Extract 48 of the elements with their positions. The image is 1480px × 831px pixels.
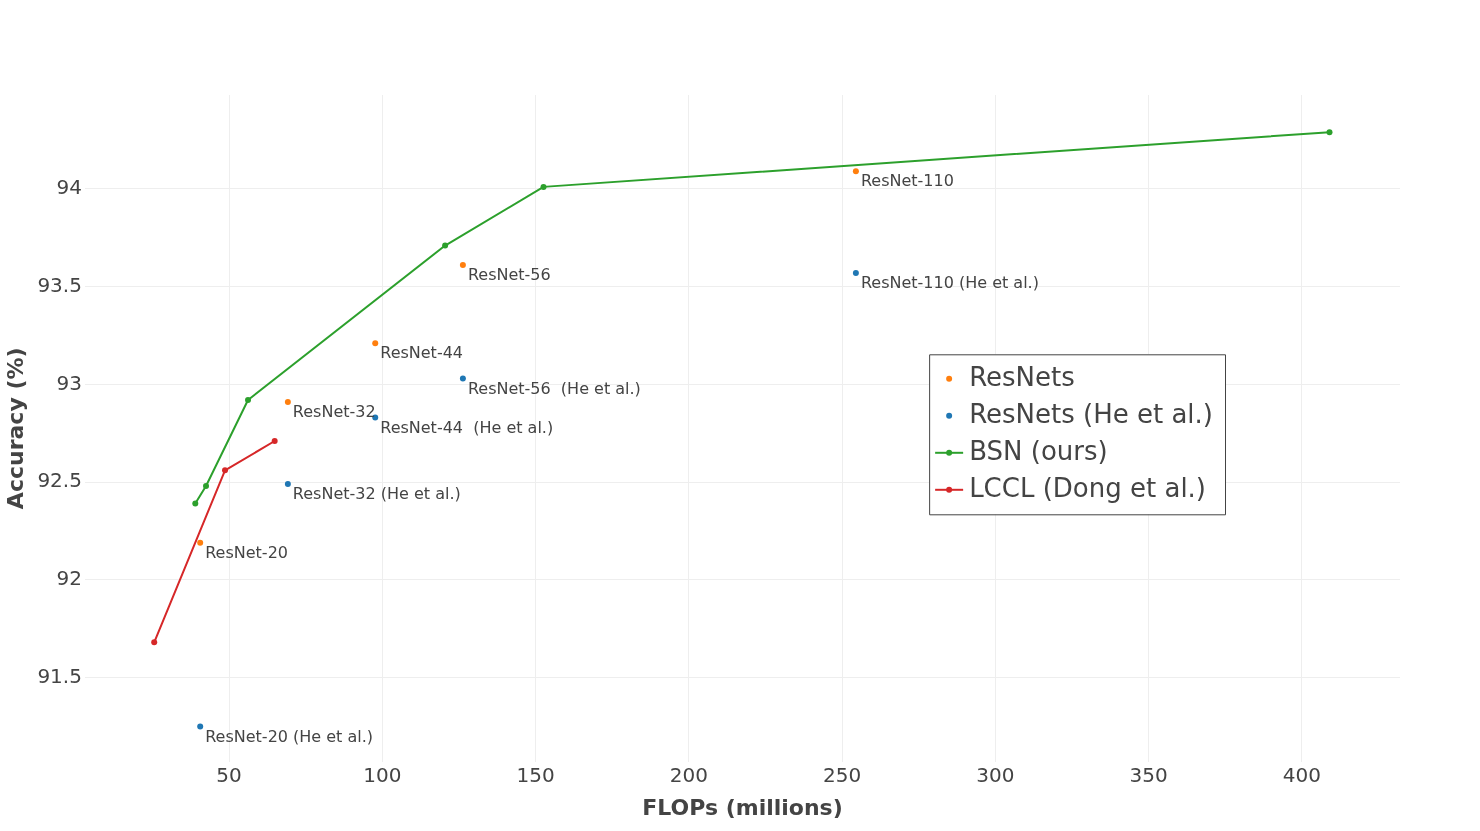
y-tick-label: 92 [56,566,82,590]
annotation: ResNet-56 [467,265,551,285]
annotation: ResNet-20 (He et al.) [205,726,374,746]
x-tick-label: 300 [976,762,1015,787]
x-tick-label: 200 [669,762,708,787]
x-tick-label: 150 [516,762,555,787]
legend-label: BSN (ours) [969,435,1108,466]
y-tick-label: 94 [56,175,82,200]
point [459,262,466,269]
point [192,500,199,507]
point [442,242,449,249]
annotation: ResNet-44 (He et al.) [380,417,554,437]
annotation: ResNet-44 [380,343,464,363]
point [372,340,379,347]
legend-label: ResNets (He et al.) [969,398,1214,429]
legend-label: LCCL (Dong et al.) [969,472,1207,503]
point [197,539,204,546]
x-tick-label: 400 [1282,762,1321,787]
point [540,183,547,190]
point [852,269,859,276]
x-axis-title: FLOPs (millions) [642,794,843,820]
annotation: ResNet-32 [292,402,376,422]
point [245,396,252,403]
x-tick-label: 100 [363,762,402,787]
point [284,398,291,405]
y-tick-label: 93 [56,370,82,395]
annotation: ResNet-110 [860,171,954,191]
annotation: ResNet-20 [205,542,288,562]
point [203,482,210,489]
point [284,481,291,488]
point [222,467,229,474]
y-tick-label: 91.5 [37,663,82,688]
point [459,375,466,382]
point [852,168,859,175]
point [197,723,204,730]
annotation: ResNet-110 (He et al.) [860,273,1039,293]
y-tick-label: 92.5 [37,468,82,493]
y-tick-label: 93.5 [37,272,82,297]
x-tick-label: 50 [216,762,242,787]
y-axis-title: Accuracy (%) [2,347,28,510]
x-tick-label: 350 [1129,762,1168,787]
point [151,639,158,646]
legend-label: ResNets [969,361,1075,392]
x-tick-label: 250 [823,762,862,787]
annotation: ResNet-32 (He et al.) [292,484,461,504]
annotation: ResNet-56 (He et al.) [467,378,641,398]
point [1326,129,1333,136]
point [271,438,278,445]
